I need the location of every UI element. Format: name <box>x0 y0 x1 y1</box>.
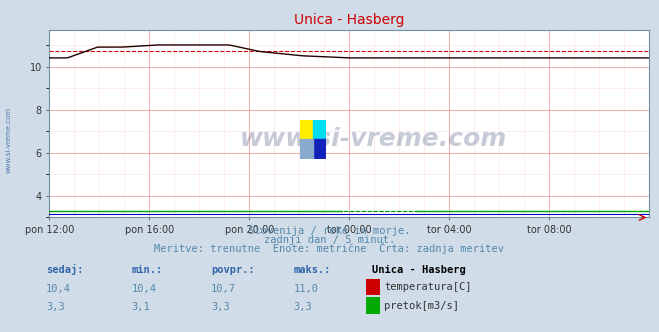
Text: Unica - Hasberg: Unica - Hasberg <box>372 265 466 275</box>
Text: sedaj:: sedaj: <box>46 264 84 275</box>
Bar <box>300 139 313 159</box>
Text: 10,4: 10,4 <box>132 284 157 294</box>
Text: 3,3: 3,3 <box>293 302 312 312</box>
Text: 11,0: 11,0 <box>293 284 318 294</box>
Text: Meritve: trenutne  Enote: metrične  Črta: zadnja meritev: Meritve: trenutne Enote: metrične Črta: … <box>154 242 505 254</box>
Text: 10,4: 10,4 <box>46 284 71 294</box>
Text: 3,3: 3,3 <box>46 302 65 312</box>
Title: Unica - Hasberg: Unica - Hasberg <box>294 13 405 27</box>
Text: 3,1: 3,1 <box>132 302 150 312</box>
Text: pretok[m3/s]: pretok[m3/s] <box>384 301 459 311</box>
Text: 3,3: 3,3 <box>211 302 229 312</box>
Bar <box>313 139 326 159</box>
Text: 10,7: 10,7 <box>211 284 236 294</box>
Text: www.si-vreme.com: www.si-vreme.com <box>5 106 11 173</box>
Text: Slovenija / reke in morje.: Slovenija / reke in morje. <box>248 226 411 236</box>
Text: www.si-vreme.com: www.si-vreme.com <box>240 127 507 151</box>
Text: zadnji dan / 5 minut.: zadnji dan / 5 minut. <box>264 235 395 245</box>
Text: min.:: min.: <box>132 265 163 275</box>
Bar <box>300 120 313 139</box>
Text: temperatura[C]: temperatura[C] <box>384 283 472 292</box>
Text: maks.:: maks.: <box>293 265 331 275</box>
Bar <box>313 120 326 139</box>
Text: povpr.:: povpr.: <box>211 265 254 275</box>
